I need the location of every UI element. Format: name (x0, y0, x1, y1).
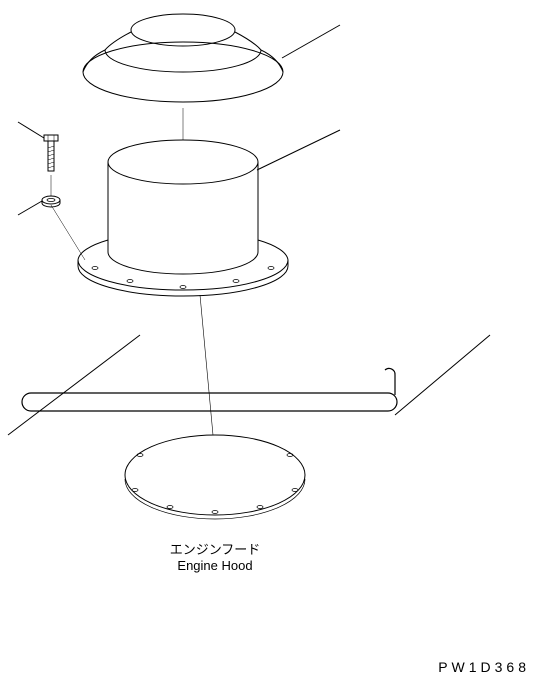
bolt-axis-2 (51, 205, 85, 260)
pipe-cylinder (78, 140, 288, 296)
leader-line-bolt (18, 122, 44, 138)
leader-line-washer (18, 201, 42, 215)
mounting-bolt (44, 135, 58, 171)
label-english: Engine Hood (177, 558, 252, 573)
hood-surface (8, 335, 490, 435)
center-axis-bottom (200, 295, 213, 435)
engine-hood-diagram: エンジンフード Engine Hood PW1D368 (0, 0, 538, 690)
leader-line-cylinder (257, 130, 340, 170)
rain-cap (83, 14, 283, 102)
mounting-opening (125, 435, 305, 519)
label-japanese: エンジンフード (170, 542, 261, 557)
leader-line-cap (282, 25, 340, 58)
drawing-code: PW1D368 (438, 659, 530, 675)
